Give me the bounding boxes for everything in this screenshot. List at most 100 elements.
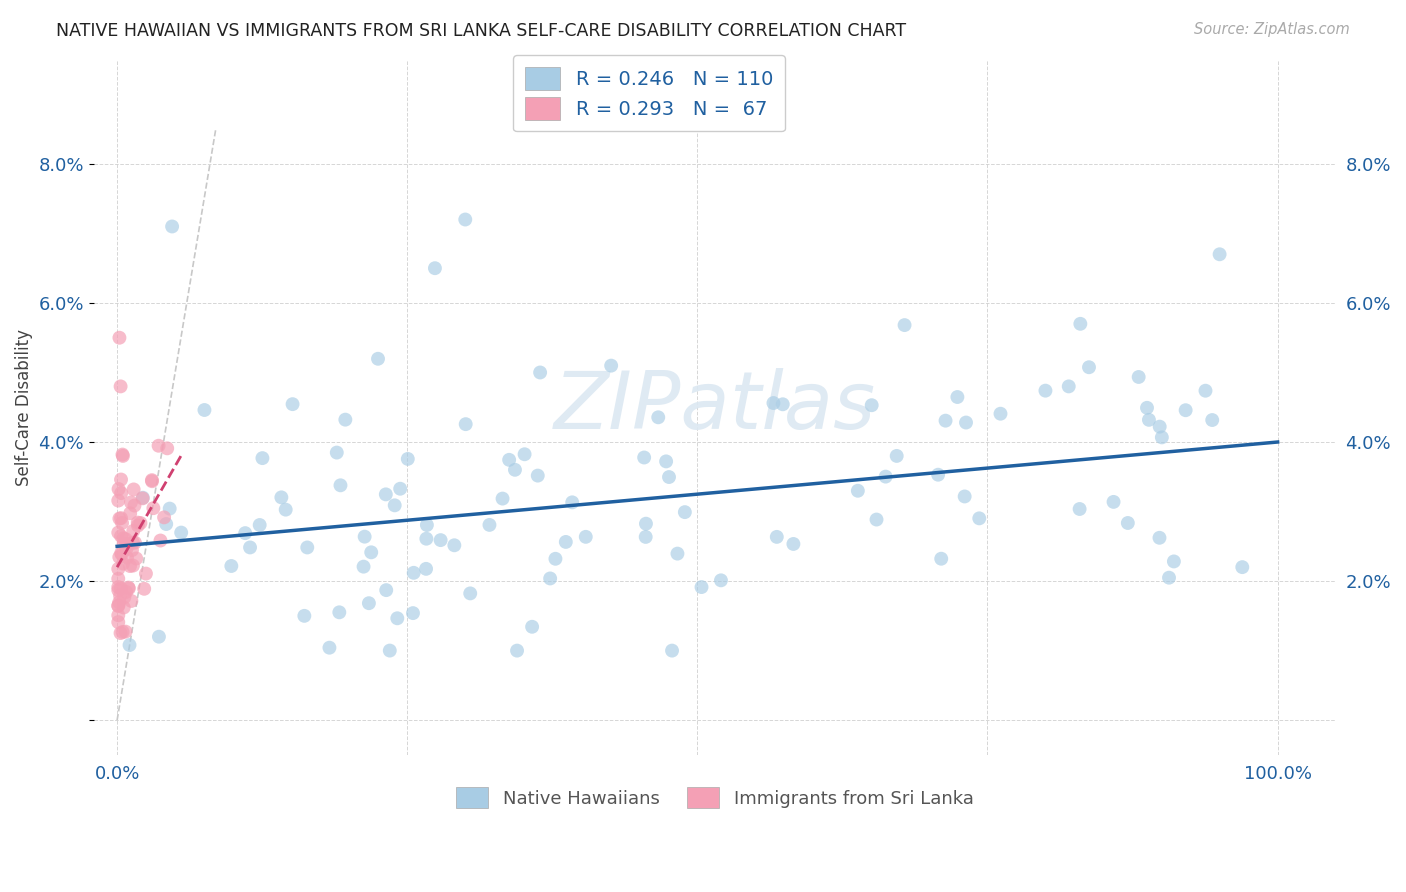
Point	[160, 219, 183, 234]
Point	[110, 379, 132, 393]
Point	[326, 445, 349, 459]
Point	[1078, 360, 1101, 375]
Point	[110, 626, 132, 640]
Point	[148, 439, 170, 453]
Point	[762, 396, 785, 410]
Point	[141, 473, 163, 487]
Point	[893, 318, 915, 332]
Point	[1137, 413, 1160, 427]
Point	[1035, 384, 1057, 398]
Point	[107, 599, 129, 613]
Point	[1232, 560, 1254, 574]
Point	[1102, 495, 1125, 509]
Y-axis label: Self-Care Disability: Self-Care Disability	[15, 329, 32, 486]
Point	[108, 511, 131, 525]
Point	[554, 535, 576, 549]
Legend: Native Hawaiians, Immigrants from Sri Lanka: Native Hawaiians, Immigrants from Sri La…	[449, 780, 981, 815]
Point	[108, 589, 131, 603]
Point	[193, 403, 215, 417]
Point	[402, 606, 425, 620]
Point	[454, 212, 477, 227]
Point	[506, 643, 529, 657]
Point	[122, 524, 145, 538]
Point	[396, 451, 419, 466]
Point	[120, 495, 142, 509]
Point	[328, 605, 350, 619]
Point	[415, 562, 437, 576]
Point	[935, 414, 957, 428]
Point	[221, 559, 243, 574]
Point	[353, 530, 375, 544]
Point	[110, 582, 132, 596]
Point	[526, 468, 548, 483]
Point	[118, 582, 141, 596]
Point	[270, 491, 292, 505]
Point	[111, 547, 134, 561]
Point	[153, 510, 176, 524]
Point	[1069, 317, 1091, 331]
Point	[111, 516, 134, 530]
Point	[239, 541, 262, 555]
Point	[1149, 419, 1171, 434]
Point	[107, 493, 129, 508]
Point	[249, 518, 271, 533]
Point	[658, 470, 681, 484]
Point	[927, 467, 949, 482]
Point	[673, 505, 696, 519]
Point	[990, 407, 1012, 421]
Point	[112, 600, 135, 615]
Point	[416, 518, 439, 533]
Point	[1069, 502, 1091, 516]
Point	[107, 583, 129, 598]
Point	[503, 463, 526, 477]
Point	[297, 541, 319, 555]
Point	[156, 442, 179, 456]
Point	[600, 359, 623, 373]
Point	[107, 615, 129, 629]
Text: NATIVE HAWAIIAN VS IMMIGRANTS FROM SRI LANKA SELF-CARE DISABILITY CORRELATION CH: NATIVE HAWAIIAN VS IMMIGRANTS FROM SRI L…	[56, 22, 907, 40]
Point	[111, 624, 134, 639]
Point	[110, 473, 132, 487]
Point	[114, 624, 136, 639]
Point	[765, 530, 787, 544]
Point	[575, 530, 598, 544]
Point	[149, 533, 172, 548]
Point	[367, 351, 389, 366]
Point	[107, 562, 129, 576]
Point	[690, 580, 713, 594]
Point	[131, 491, 153, 506]
Point	[561, 495, 583, 509]
Point	[865, 512, 887, 526]
Point	[335, 412, 357, 426]
Point	[134, 582, 156, 596]
Point	[159, 501, 181, 516]
Point	[710, 574, 733, 588]
Point	[1163, 554, 1185, 568]
Point	[661, 643, 683, 657]
Point	[107, 599, 129, 613]
Point	[122, 558, 145, 573]
Point	[389, 482, 412, 496]
Point	[1128, 370, 1150, 384]
Point	[118, 638, 141, 652]
Point	[478, 517, 501, 532]
Point	[124, 499, 146, 513]
Point	[125, 551, 148, 566]
Point	[967, 511, 990, 525]
Point	[378, 643, 401, 657]
Point	[108, 550, 131, 565]
Point	[443, 538, 465, 552]
Point	[520, 620, 543, 634]
Point	[112, 591, 135, 605]
Point	[1150, 430, 1173, 444]
Point	[1174, 403, 1197, 417]
Point	[1194, 384, 1216, 398]
Point	[110, 486, 132, 500]
Point	[955, 416, 977, 430]
Point	[1057, 379, 1080, 393]
Point	[782, 537, 804, 551]
Point	[946, 390, 969, 404]
Point	[1116, 516, 1139, 530]
Point	[107, 580, 129, 594]
Point	[655, 454, 678, 468]
